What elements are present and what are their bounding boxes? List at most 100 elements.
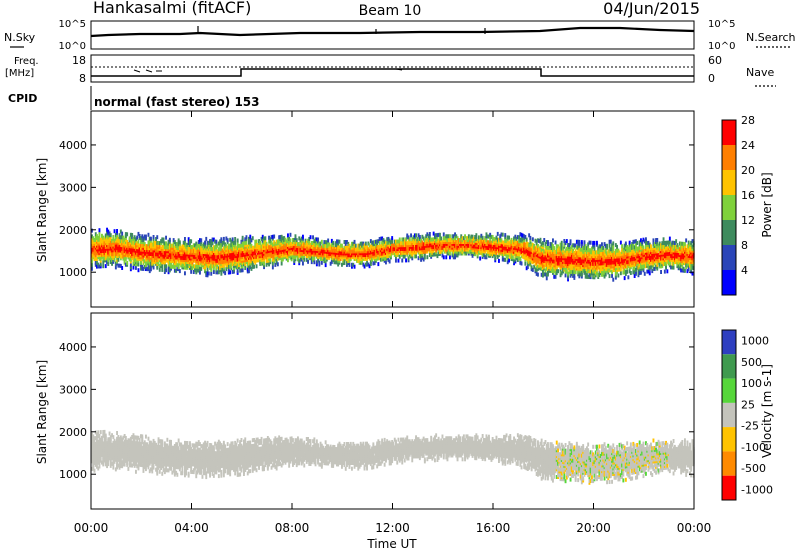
echo-cell: [273, 235, 275, 239]
beam-title: Beam 10: [359, 3, 422, 19]
echo-cell: [264, 236, 266, 240]
echo-cell: [498, 259, 500, 263]
echo-cell: [130, 263, 132, 267]
echo-cell: [339, 240, 341, 244]
echo-cell: [594, 241, 596, 245]
echo-cell: [581, 240, 583, 244]
echo-cell: [449, 252, 451, 256]
echo-cell: [590, 241, 592, 245]
echo-cell: [169, 238, 171, 242]
echo-cell: [395, 259, 397, 263]
echo-cell: [640, 271, 642, 275]
echo-cell: [573, 274, 575, 278]
echo-cell: [204, 241, 206, 245]
echo-cell: [439, 233, 441, 237]
echo-cell: [153, 266, 155, 270]
echo-cell: [296, 238, 298, 242]
echo-cell: [252, 236, 254, 240]
echo-cell: [625, 242, 627, 246]
echo-cell: [424, 256, 426, 260]
echo-cell: [594, 247, 596, 251]
echo-cell: [443, 232, 445, 236]
echo-cell: [537, 273, 539, 277]
echo-cell: [620, 271, 622, 275]
echo-cell: [606, 244, 608, 248]
echo-cell: [207, 268, 209, 272]
echo-cell: [223, 237, 225, 241]
echo-cell: [150, 267, 152, 271]
echo-cell: [327, 239, 329, 243]
echo-cell: [419, 235, 421, 239]
nsearch-label: N.Search: [746, 31, 796, 44]
freq-tick-bottom: 8: [79, 72, 86, 85]
echo-cell: [121, 266, 123, 270]
echo-cell: [234, 241, 236, 245]
echo-cell: [355, 244, 357, 248]
echo-cell: [102, 264, 104, 268]
echo-cell: [553, 246, 555, 250]
echo-cell: [184, 237, 186, 241]
echo-cell: [620, 241, 622, 245]
echo-cell: [114, 229, 116, 233]
echo-cell: [332, 241, 334, 245]
echo-cell: [341, 244, 343, 248]
echo-cell: [126, 232, 128, 236]
echo-cell: [612, 278, 614, 282]
echo-cell: [612, 241, 614, 245]
echo-cell: [126, 261, 128, 265]
echo-cell: [497, 232, 499, 236]
echo-cell: [410, 233, 412, 237]
echo-cell: [578, 240, 580, 244]
echo-cell: [475, 233, 477, 237]
echo-cell: [259, 241, 261, 245]
echo-cell: [643, 245, 645, 249]
echo-cell: [429, 232, 431, 236]
echo-cell: [310, 235, 312, 239]
echo-cell: [303, 258, 305, 262]
echo-cell: [133, 266, 135, 270]
echo-cell: [281, 262, 283, 266]
echo-cell: [232, 237, 234, 241]
echo-cell: [307, 260, 309, 264]
echo-cell: [605, 273, 607, 277]
echo-cell: [179, 269, 181, 273]
echo-cell: [610, 240, 612, 244]
mode-text: normal (fast stereo) 153: [94, 95, 260, 109]
echo-cell: [504, 258, 506, 262]
echo-cell: [200, 238, 202, 242]
echo-cell: [290, 233, 292, 237]
echo-cell: [532, 237, 534, 241]
echo-cell: [602, 246, 604, 250]
echo-cell: [208, 272, 210, 276]
echo-cell: [184, 271, 186, 275]
echo-cell: [163, 238, 165, 242]
echo-cell: [644, 272, 646, 276]
echo-cell: [246, 235, 248, 239]
echo-cell: [365, 242, 367, 246]
echo-cell: [630, 271, 632, 275]
echo-cell: [153, 235, 155, 239]
echo-cell: [401, 259, 403, 263]
echo-cell: [621, 244, 623, 248]
echo-cell: [552, 238, 554, 242]
echo-cell: [242, 236, 244, 240]
echo-cell: [159, 268, 161, 272]
echo-cell: [561, 241, 563, 245]
echo-cell: [190, 239, 192, 243]
echo-cell: [385, 260, 387, 264]
echo-cell: [277, 262, 279, 266]
echo-cell: [566, 239, 568, 243]
echo-cell: [398, 259, 400, 263]
echo-cell: [165, 268, 167, 272]
echo-cell: [242, 268, 244, 272]
echo-cell: [627, 275, 629, 279]
station-title: Hankasalmi (fitACF): [93, 0, 251, 17]
echo-cell: [200, 267, 202, 271]
echo-cell: [377, 262, 379, 266]
echo-cell: [100, 263, 102, 267]
echo-cell: [626, 270, 628, 274]
echo-cell: [354, 240, 356, 244]
echo-cell: [609, 274, 611, 278]
echo-cell: [321, 240, 323, 244]
